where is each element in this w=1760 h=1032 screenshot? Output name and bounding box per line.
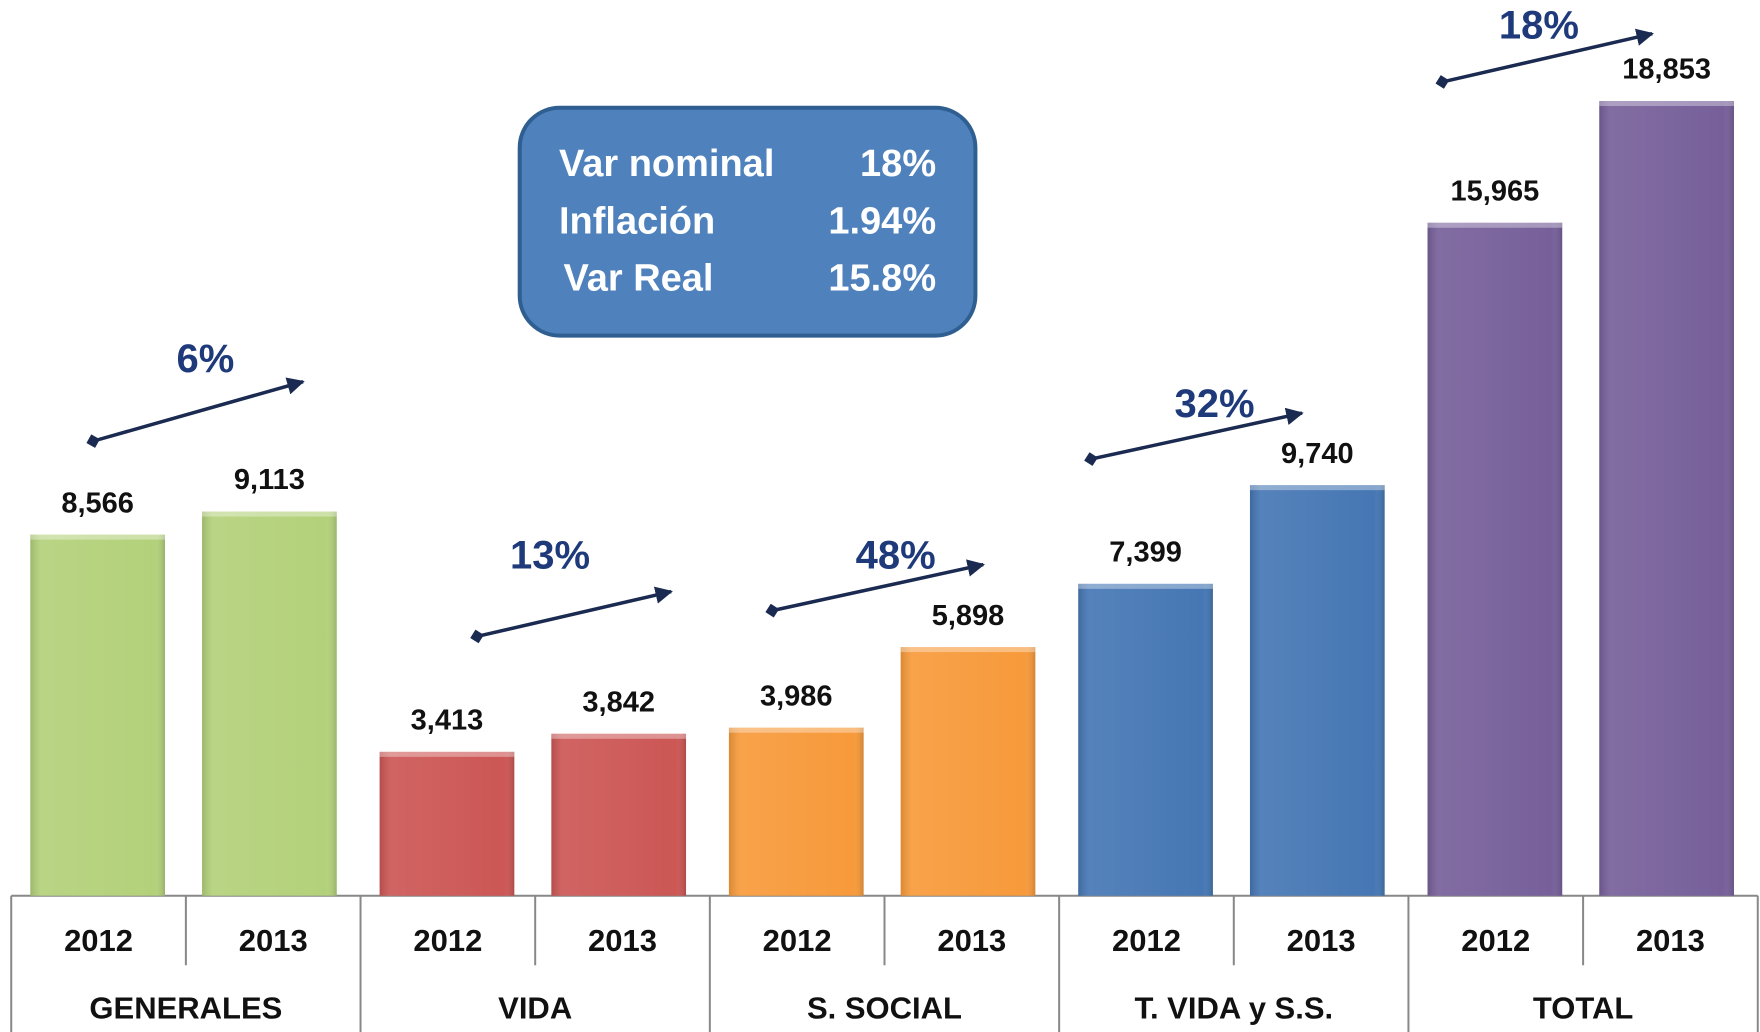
bar-shade — [30, 534, 165, 896]
growth-label: 48% — [856, 533, 936, 577]
summary-label: Var nominal — [559, 143, 774, 185]
bar-top — [1599, 101, 1734, 107]
value-label: 9,740 — [1281, 438, 1354, 470]
group-label: GENERALES — [89, 990, 282, 1025]
growth-arrow — [1084, 407, 1304, 466]
value-label: 7,399 — [1109, 536, 1182, 568]
bar-shade — [728, 727, 864, 896]
bar-shade — [1427, 222, 1563, 896]
value-label: 15,965 — [1451, 175, 1540, 207]
bar-shade — [900, 647, 1036, 896]
summary-label: Inflación — [559, 200, 715, 242]
bar-shade — [1078, 583, 1213, 896]
summary-value: 1.94% — [828, 200, 936, 242]
group-label: T. VIDA y S.S. — [1134, 990, 1333, 1025]
value-label: 3,413 — [411, 705, 484, 737]
value-label: 3,986 — [760, 680, 833, 712]
bar-top — [551, 733, 687, 739]
growth-label: 6% — [177, 337, 235, 381]
summary-value: 15.8% — [828, 258, 936, 300]
growth-arrow — [765, 559, 985, 618]
year-label: 2013 — [1636, 923, 1705, 958]
growth-label: 18% — [1499, 4, 1579, 48]
value-label: 9,113 — [234, 464, 305, 496]
growth-arrow — [470, 586, 673, 644]
year-label: 2012 — [413, 923, 482, 958]
growth-label: 32% — [1174, 382, 1254, 426]
bar-shade — [379, 751, 515, 896]
group-label: TOTAL — [1533, 990, 1633, 1025]
bar-top — [728, 727, 864, 733]
value-label: 8,566 — [61, 487, 134, 519]
year-label: 2013 — [1287, 923, 1356, 958]
bar-shade — [202, 511, 337, 896]
bar-shade — [1599, 101, 1734, 896]
year-label: 2012 — [1112, 923, 1181, 958]
year-label: 2012 — [763, 923, 832, 958]
value-label: 18,853 — [1622, 54, 1711, 86]
value-label: 3,842 — [582, 686, 655, 718]
year-label: 2013 — [937, 923, 1006, 958]
bar-shade — [551, 733, 687, 896]
bar-top — [202, 511, 337, 517]
year-label: 2012 — [1461, 923, 1530, 958]
bar-top — [379, 751, 515, 757]
year-label: 2013 — [239, 923, 308, 958]
bar-top — [1249, 485, 1385, 491]
group-label: VIDA — [498, 990, 572, 1025]
year-label: 2012 — [64, 923, 133, 958]
summary-box — [517, 105, 978, 338]
group-label: S. SOCIAL — [807, 990, 962, 1025]
bar-top — [900, 647, 1036, 653]
bar-top — [1078, 583, 1213, 589]
growth-label: 13% — [510, 533, 590, 577]
bar-top — [1427, 222, 1563, 228]
bar-top — [30, 534, 165, 540]
summary-label: Var Real — [563, 258, 713, 300]
growth-arrow — [1435, 28, 1654, 89]
summary-value: 18% — [860, 143, 936, 185]
growth-arrow — [86, 377, 305, 448]
value-label: 5,898 — [932, 600, 1005, 632]
year-label: 2013 — [588, 923, 657, 958]
bar-shade — [1249, 485, 1385, 896]
